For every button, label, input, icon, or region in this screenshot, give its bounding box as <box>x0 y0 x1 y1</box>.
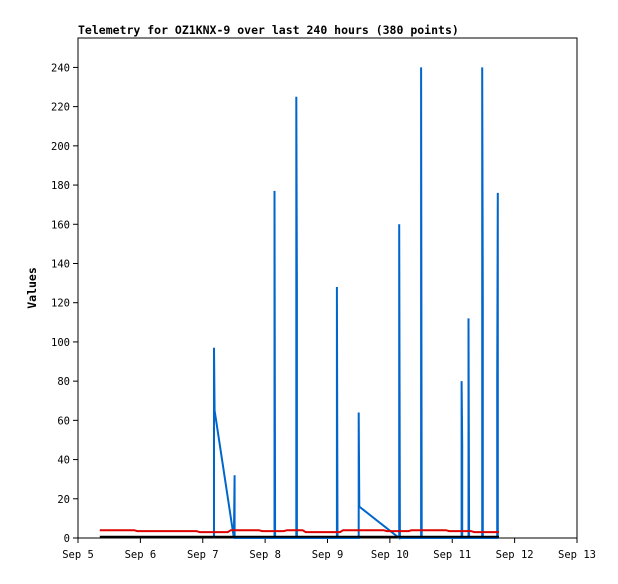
y-tick-label: 200 <box>51 141 70 153</box>
x-tick-label: Sep 10 <box>371 549 409 561</box>
y-tick-label: 220 <box>51 102 70 114</box>
y-tick-label: 0 <box>64 533 70 545</box>
x-tick-label: Sep 13 <box>558 549 596 561</box>
y-tick-label: 60 <box>57 415 70 427</box>
x-tick-label: Sep 6 <box>125 549 157 561</box>
x-tick-label: Sep 7 <box>187 549 219 561</box>
chart-title: Telemetry for OZ1KNX-9 over last 240 hou… <box>78 23 459 37</box>
y-axis: 0 20 40 60 80 100 120 140 160 180 200 220 240 <box>51 62 78 545</box>
y-tick-label: 240 <box>51 62 70 74</box>
series-line-1 <box>99 529 499 534</box>
series-line-0 <box>213 67 499 541</box>
plot-frame <box>77 37 578 539</box>
y-tick-label: 120 <box>51 298 70 310</box>
x-tick-label: Sep 12 <box>496 549 534 561</box>
y-tick-label: 180 <box>51 180 70 192</box>
x-tick-label: Sep 8 <box>249 549 281 561</box>
x-tick-label: Sep 11 <box>433 549 471 561</box>
x-tick-label: Sep 5 <box>62 549 94 561</box>
x-axis: Sep 5 Sep 6 Sep 7 Sep 8 Sep 9 Sep 10 Sep 11 Sep… <box>62 538 596 561</box>
y-tick-label: 20 <box>57 494 70 506</box>
x-tick-label: Sep 9 <box>312 549 344 561</box>
y-tick-label: 100 <box>51 337 70 349</box>
y-tick-label: 160 <box>51 219 70 231</box>
y-tick-label: 40 <box>57 455 70 467</box>
y-tick-label: 140 <box>51 258 70 270</box>
series-layer <box>99 67 499 541</box>
y-axis-label: Values <box>25 267 39 309</box>
y-tick-label: 80 <box>57 376 70 388</box>
